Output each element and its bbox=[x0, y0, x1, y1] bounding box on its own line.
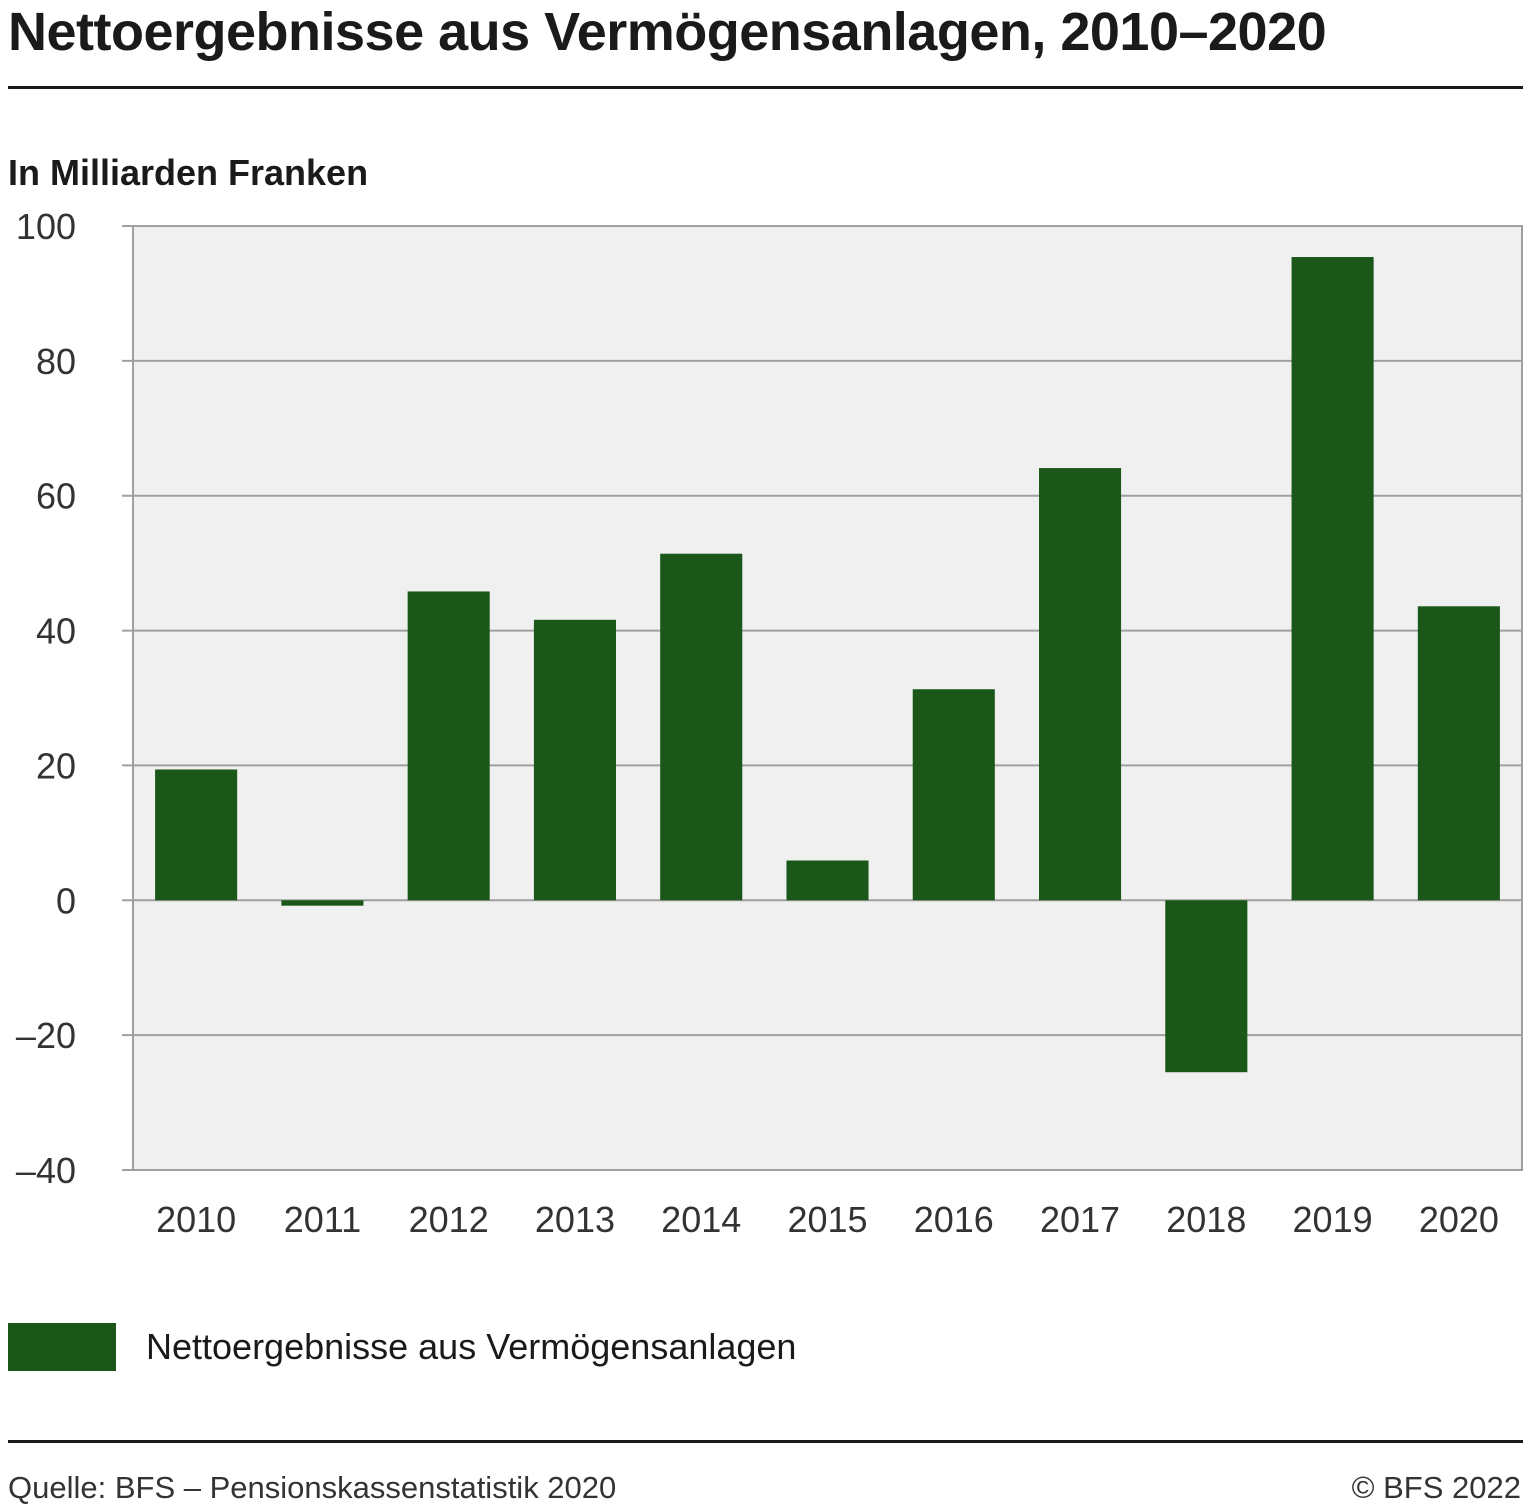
bar-2010 bbox=[155, 769, 238, 901]
y-axis-unit-label: In Milliarden Franken bbox=[8, 152, 369, 193]
footer-divider bbox=[8, 1440, 1523, 1443]
y-tick-label: 20 bbox=[36, 745, 76, 786]
y-tick-label: 80 bbox=[36, 341, 76, 382]
x-tick-label: 2012 bbox=[409, 1199, 489, 1240]
bar-2017 bbox=[1039, 468, 1122, 901]
x-tick-label: 2019 bbox=[1293, 1199, 1373, 1240]
y-tick-label: 100 bbox=[16, 206, 76, 247]
x-tick-label: 2016 bbox=[914, 1199, 994, 1240]
y-tick-label: 0 bbox=[56, 880, 76, 921]
copyright-note: © BFS 2022 bbox=[1351, 1470, 1521, 1505]
y-tick-label: 60 bbox=[36, 476, 76, 517]
x-tick-label: 2015 bbox=[787, 1199, 867, 1240]
legend-label: Nettoergebnisse aus Vermögensanlagen bbox=[146, 1326, 797, 1367]
title-divider bbox=[8, 86, 1523, 89]
bars bbox=[155, 257, 1500, 1073]
bar-2016 bbox=[912, 689, 995, 901]
y-tick-label: –20 bbox=[16, 1015, 76, 1056]
bar-2015 bbox=[786, 860, 869, 901]
x-tick-label: 2013 bbox=[535, 1199, 615, 1240]
legend: Nettoergebnisse aus Vermögensanlagen bbox=[8, 1322, 796, 1372]
bar-2013 bbox=[533, 619, 616, 901]
x-tick-label: 2017 bbox=[1040, 1199, 1120, 1240]
bar-2012 bbox=[407, 591, 490, 901]
y-axis-ticks: 100 80 60 40 20 0 –20 –40 bbox=[16, 206, 76, 1191]
legend-swatch bbox=[8, 1323, 116, 1371]
plot-area bbox=[132, 225, 1523, 1171]
bar-2011 bbox=[281, 900, 364, 906]
gridlines bbox=[122, 225, 1522, 1171]
x-tick-label: 2020 bbox=[1419, 1199, 1499, 1240]
x-tick-label: 2018 bbox=[1166, 1199, 1246, 1240]
x-axis-ticks: 2010 2011 2012 2013 2014 2015 2016 2017 2018 2019… bbox=[156, 1199, 1499, 1240]
y-tick-label: –40 bbox=[16, 1150, 76, 1191]
x-tick-label: 2014 bbox=[661, 1199, 741, 1240]
source-note: Quelle: BFS – Pensionskassenstatistik 20… bbox=[8, 1470, 617, 1505]
x-tick-label: 2011 bbox=[284, 1199, 361, 1240]
chart-title: Nettoergebnisse aus Vermögensanlagen, 20… bbox=[8, 2, 1327, 62]
bar-2018 bbox=[1165, 900, 1248, 1073]
bar-2020 bbox=[1417, 606, 1500, 901]
bar-2019 bbox=[1291, 257, 1374, 901]
bar-2014 bbox=[660, 553, 743, 901]
y-tick-label: 40 bbox=[36, 611, 76, 652]
x-tick-label: 2010 bbox=[156, 1199, 236, 1240]
